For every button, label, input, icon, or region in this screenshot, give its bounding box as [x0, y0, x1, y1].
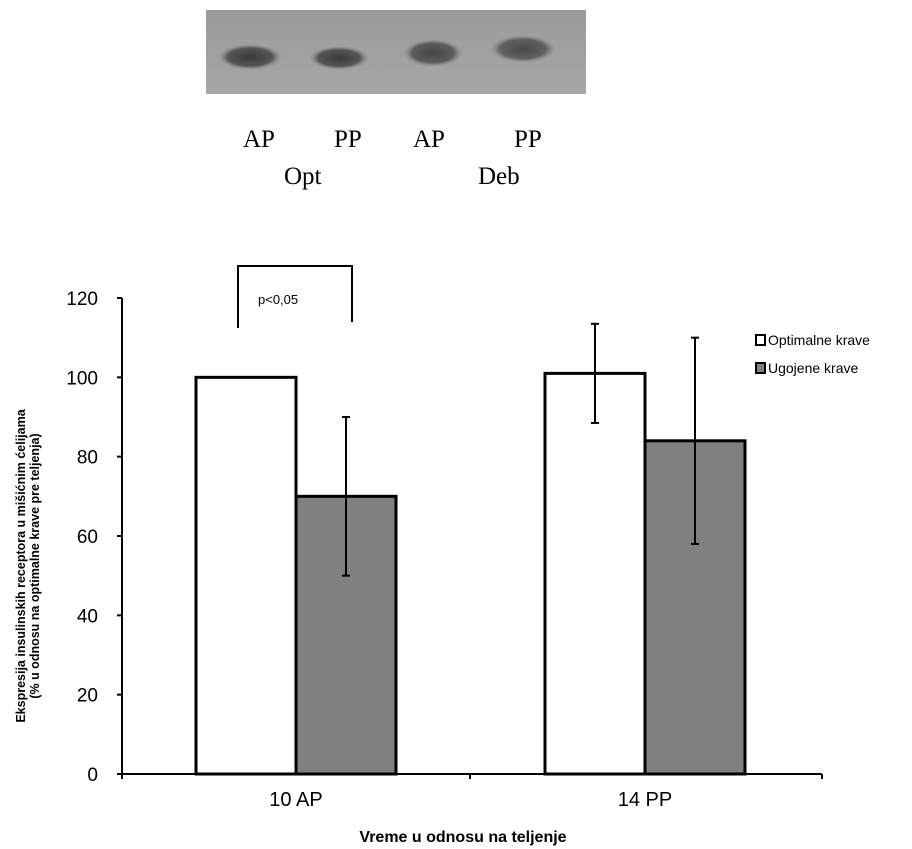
legend-label: Ugojene krave: [768, 360, 858, 376]
y-axis-title-line: (% u odnosu na optimalne krave pre telje…: [28, 433, 42, 698]
y-axis-title: Ekspresija insulinskih receptora u mišić…: [14, 408, 42, 722]
x-axis-title: Vreme u odnosu na teljenje: [359, 829, 566, 846]
y-tick-label: 20: [77, 686, 98, 707]
y-tick-label: 100: [66, 368, 98, 389]
significance-label: p<0,05: [258, 292, 298, 307]
lane-label: AP: [243, 126, 275, 153]
blot-band: [403, 39, 463, 67]
y-tick-label: 40: [77, 606, 98, 627]
x-tick-label: 14 PP: [618, 789, 672, 811]
legend-label: Optimalne krave: [768, 332, 870, 348]
axes-layer: [117, 297, 823, 779]
bar: [194, 375, 298, 776]
western-blot: [206, 10, 586, 94]
y-axis-title-line: Ekspresija insulinskih receptora u mišić…: [14, 408, 28, 722]
blot-band: [309, 46, 369, 70]
blot-lane-labels: AP PP AP PP Opt Deb: [243, 126, 542, 190]
legend-swatch-optimalne: [755, 334, 766, 346]
lane-label: PP: [514, 126, 542, 153]
y-tick-label: 0: [87, 765, 98, 786]
group-label: Opt: [284, 163, 322, 190]
bar: [543, 371, 647, 776]
blot-band: [218, 44, 282, 70]
bars-layer: [194, 371, 747, 776]
bar-chart: 0 20 40 60 80 100 120 10 AP 14 PP p<0,05 Vreme …: [14, 265, 870, 846]
x-tick-label: 10 AP: [269, 789, 322, 811]
error-bars-layer: [342, 322, 699, 577]
legend: Optimalne krave Ugojene krave: [755, 332, 870, 376]
blot-band: [490, 35, 556, 63]
lane-label: AP: [413, 126, 445, 153]
y-tick-label: 120: [66, 289, 98, 310]
significance-annotation: p<0,05: [237, 265, 353, 328]
significance-bracket: [237, 265, 353, 328]
lane-label: PP: [334, 126, 362, 153]
legend-swatch-ugojene: [755, 362, 766, 374]
legend-item: Ugojene krave: [755, 360, 858, 376]
y-tick-labels: 0 20 40 60 80 100 120: [66, 289, 98, 786]
legend-item: Optimalne krave: [755, 332, 870, 348]
x-category-labels: 10 AP 14 PP: [269, 789, 672, 811]
y-tick-label: 60: [77, 527, 98, 548]
group-label: Deb: [478, 163, 520, 190]
y-tick-label: 80: [77, 448, 98, 469]
